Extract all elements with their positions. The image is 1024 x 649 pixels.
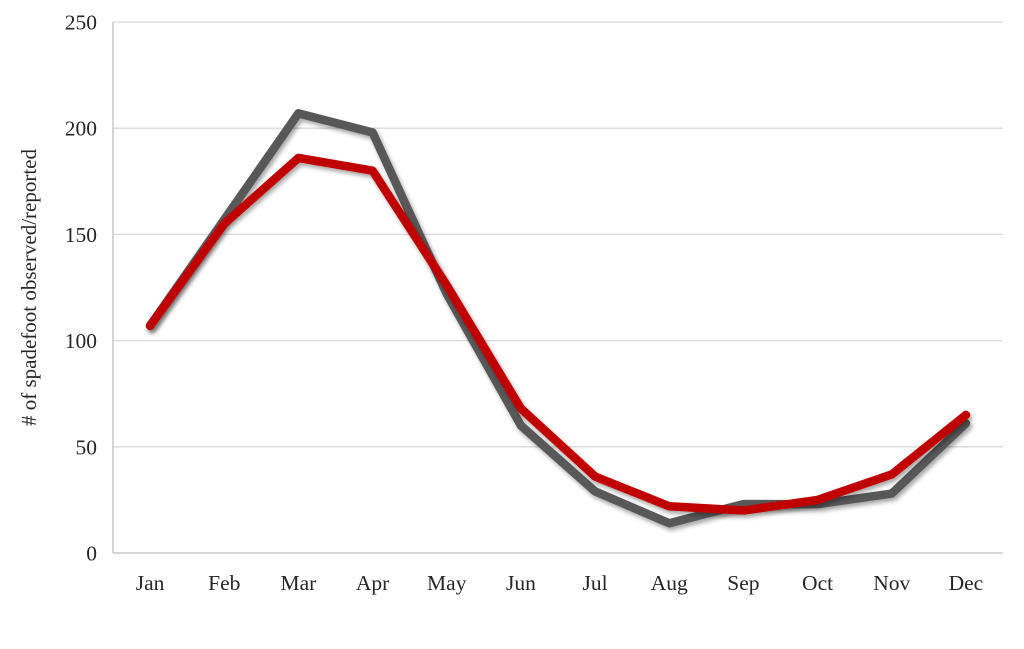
y-tick-label: 50 bbox=[76, 435, 98, 459]
y-axis-title: # of spadefoot observed/reported bbox=[17, 149, 41, 426]
series-line-gray-series bbox=[145, 109, 971, 528]
x-tick-label: Dec bbox=[949, 571, 984, 595]
y-tick-label: 200 bbox=[65, 117, 97, 141]
x-tick-label: Nov bbox=[873, 571, 910, 595]
x-tick-label: Jul bbox=[583, 571, 608, 595]
x-tick-label: Sep bbox=[727, 571, 759, 595]
y-tick-label: 0 bbox=[86, 542, 97, 566]
x-tick-label: Aug bbox=[651, 571, 688, 595]
x-tick-label: Feb bbox=[208, 571, 240, 595]
x-tick-label: May bbox=[427, 571, 467, 595]
series-line-red-series bbox=[145, 153, 971, 515]
x-tick-label: Mar bbox=[281, 571, 317, 595]
x-tick-label: Jun bbox=[506, 571, 536, 595]
y-tick-label: 100 bbox=[65, 329, 97, 353]
x-tick-label: Jan bbox=[136, 571, 165, 595]
y-tick-label: 150 bbox=[65, 223, 97, 247]
x-tick-label: Apr bbox=[356, 571, 389, 595]
x-tick-label: Oct bbox=[802, 571, 833, 595]
y-tick-label: 250 bbox=[65, 11, 97, 35]
